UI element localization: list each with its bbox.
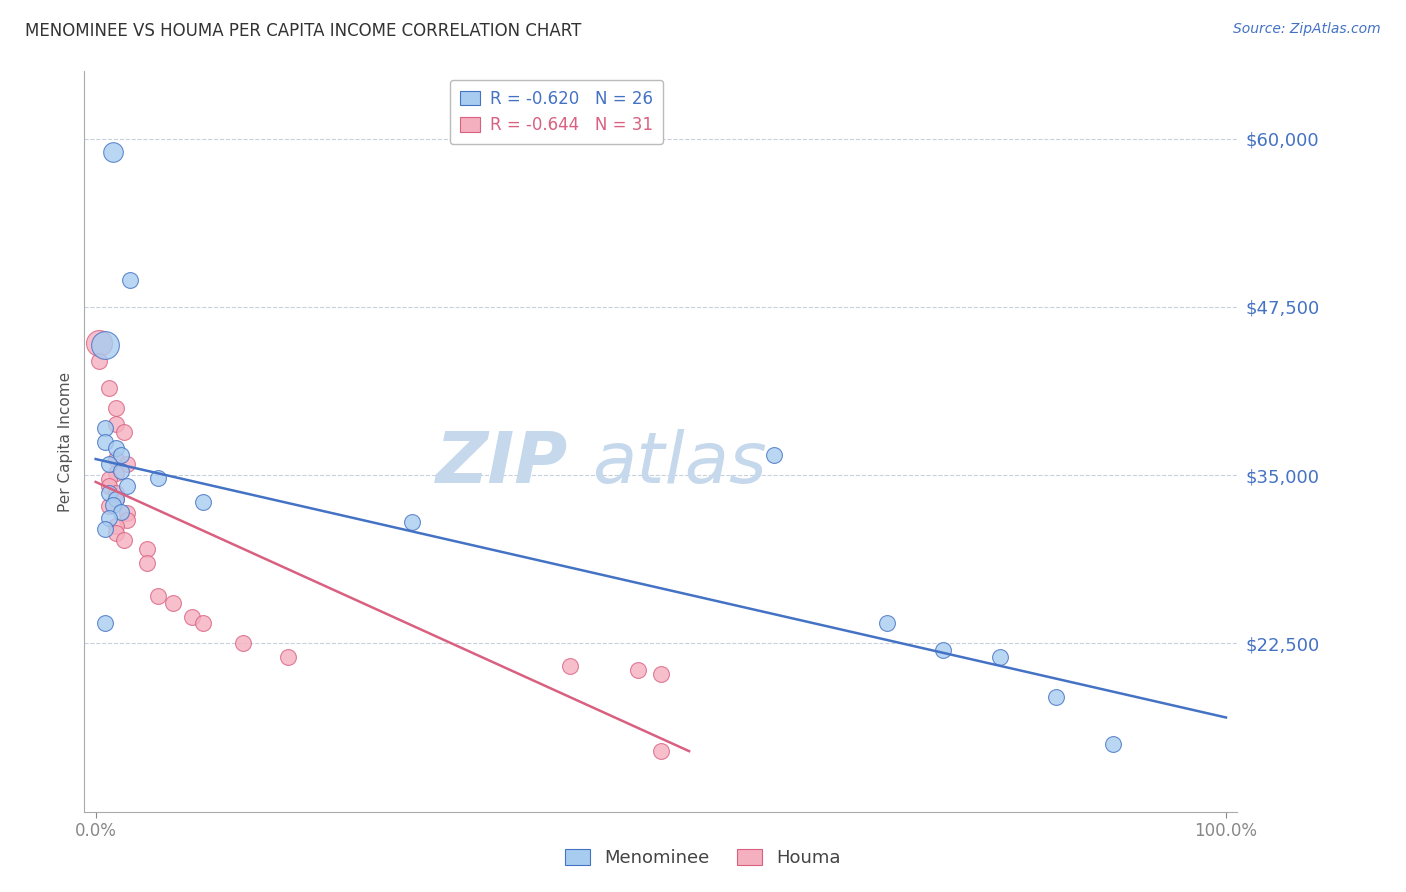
Point (162, 596, 184, 610)
Point (93, 337, 115, 351)
Point (191, 495, 214, 509)
Point (117, 479, 139, 493)
Point (98, 499, 121, 513)
Point (93, 421, 115, 435)
Point (105, 466, 128, 480)
Point (101, 145, 124, 160)
Text: ZIP: ZIP (436, 429, 568, 499)
Point (135, 542, 157, 557)
Point (105, 492, 128, 507)
Point (191, 616, 214, 631)
Point (105, 401, 128, 415)
Point (146, 590, 169, 604)
Point (110, 504, 132, 518)
Point (93, 522, 115, 536)
Point (105, 519, 128, 533)
Y-axis label: Per Capita Income: Per Capita Income (58, 371, 73, 512)
Point (98, 485, 121, 500)
Point (117, 458, 139, 472)
Point (105, 452, 128, 467)
Legend: R = -0.620   N = 26, R = -0.644   N = 31: R = -0.620 N = 26, R = -0.644 N = 31 (450, 79, 664, 144)
Point (650, 667, 672, 681)
Point (87, 336, 110, 351)
Point (98, 381, 121, 395)
Point (180, 609, 202, 624)
Point (98, 472, 121, 486)
Point (112, 533, 135, 547)
Point (98, 479, 121, 493)
Text: atlas: atlas (592, 429, 766, 499)
Point (932, 643, 955, 657)
Point (232, 636, 254, 650)
Text: MENOMINEE VS HOUMA PER CAPITA INCOME CORRELATION CHART: MENOMINEE VS HOUMA PER CAPITA INCOME COR… (25, 22, 582, 40)
Point (146, 471, 169, 485)
Point (277, 649, 299, 664)
Point (105, 526, 128, 541)
Point (105, 442, 128, 456)
Point (93, 434, 115, 449)
Point (87, 353, 110, 368)
Point (98, 458, 121, 472)
Point (117, 506, 139, 520)
Point (560, 659, 582, 673)
Point (112, 425, 135, 439)
Point (876, 616, 898, 631)
Text: Source: ZipAtlas.com: Source: ZipAtlas.com (1233, 22, 1381, 37)
Point (117, 513, 139, 527)
Point (98, 511, 121, 525)
Point (105, 417, 128, 431)
Point (93, 616, 115, 631)
Point (105, 492, 128, 507)
Point (118, 273, 141, 287)
Point (627, 664, 650, 678)
Point (650, 744, 672, 758)
Point (110, 464, 132, 478)
Point (110, 448, 132, 462)
Point (1045, 690, 1067, 705)
Legend: Menominee, Houma: Menominee, Houma (558, 841, 848, 874)
Point (988, 649, 1011, 664)
Point (101, 498, 124, 512)
Point (401, 516, 423, 530)
Point (135, 556, 157, 570)
Point (1102, 738, 1125, 752)
Point (762, 448, 785, 462)
Point (105, 485, 128, 500)
